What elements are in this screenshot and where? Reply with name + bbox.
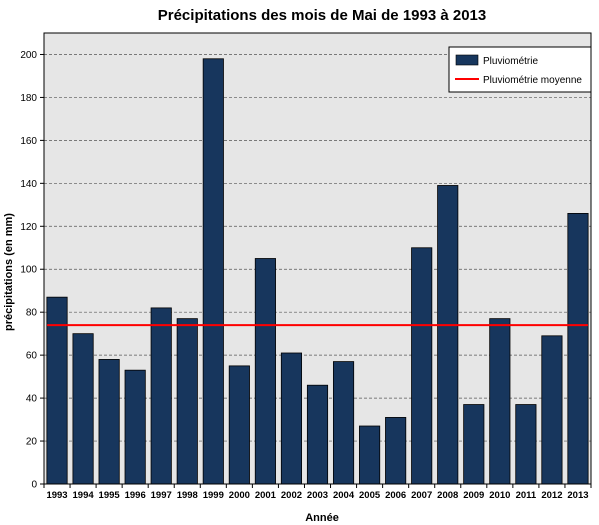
x-tick-label: 2003 — [307, 490, 328, 501]
legend-label-mean: Pluviométrie moyenne — [483, 75, 582, 86]
y-axis-label: précipitations (en mm) — [3, 213, 15, 331]
x-tick-label: 2001 — [255, 490, 277, 501]
x-tick-label: 1998 — [177, 490, 198, 501]
legend-swatch-bar — [455, 54, 479, 66]
y-tick-label: 200 — [20, 50, 37, 61]
x-tick-label: 1996 — [125, 490, 146, 501]
x-tick-label: 2013 — [567, 490, 588, 501]
bar-1999 — [202, 58, 224, 485]
y-tick-label: 20 — [26, 437, 38, 448]
bar-2002 — [280, 352, 303, 485]
x-tick-label: 1999 — [203, 490, 224, 501]
y-tick-label: 160 — [20, 136, 37, 147]
y-tick-label: 140 — [20, 179, 37, 190]
legend-box — [448, 46, 592, 93]
y-tick-label: 100 — [20, 265, 37, 276]
bar-2009 — [463, 404, 485, 485]
x-tick-label: 2005 — [359, 490, 381, 501]
x-tick-label: 2002 — [281, 490, 302, 501]
x-tick-label: 2011 — [516, 490, 537, 501]
legend: Pluviométrie Pluviométrie moyenne — [448, 46, 592, 93]
y-tick-label: 40 — [26, 394, 38, 405]
x-tick-label: 2010 — [489, 490, 510, 501]
x-tick-labels: 1993 1994 1995 1996 1997 1998 1999 2000 2001 2002… — [46, 490, 588, 501]
x-axis-label: Année — [305, 512, 339, 524]
x-tick-label: 2000 — [229, 490, 250, 501]
bar-2008 — [437, 185, 459, 485]
x-tick-label: 1994 — [73, 490, 95, 501]
x-tick-label: 2008 — [437, 490, 458, 501]
bar-2000 — [228, 365, 250, 485]
legend-label-series: Pluviométrie — [483, 56, 538, 67]
bar-2003 — [306, 384, 329, 485]
x-tick-label: 2006 — [385, 490, 406, 501]
y-tick-label: 120 — [20, 222, 37, 233]
chart-title: Précipitations des mois de Mai de 1993 à… — [158, 7, 486, 24]
plot-border — [43, 32, 592, 485]
bars — [46, 58, 589, 485]
y-tick-label: 60 — [26, 351, 38, 362]
bar-2010 — [489, 318, 511, 485]
x-tick-label: 1997 — [151, 490, 172, 501]
x-tick-label: 2004 — [333, 490, 355, 501]
y-tick-label: 180 — [20, 93, 37, 104]
y-tick-label: 0 — [31, 480, 37, 491]
bar-2001 — [254, 258, 276, 485]
bar-1998 — [176, 318, 198, 485]
x-tick-label: 2009 — [463, 490, 484, 501]
y-tick-label: 80 — [26, 308, 38, 319]
bar-2005 — [359, 425, 381, 485]
y-tick-labels: 0 20 40 60 80 100 120 140 160 180 200 — [20, 50, 37, 491]
bar-2012 — [541, 335, 563, 485]
bar-2006 — [385, 417, 407, 485]
x-tick-label: 2012 — [541, 490, 562, 501]
bar-1995 — [98, 359, 120, 485]
bar-1996 — [124, 369, 146, 485]
bar-2007 — [411, 247, 433, 485]
bar-2011 — [515, 404, 537, 485]
bar-1994 — [72, 333, 94, 485]
bar-2004 — [332, 361, 355, 485]
bar-1997 — [150, 307, 172, 485]
x-tick-label: 2007 — [411, 490, 432, 501]
x-tick-label: 1995 — [99, 490, 121, 501]
x-tick-label: 1993 — [46, 490, 67, 501]
axes — [40, 32, 592, 488]
bar-2013 — [567, 212, 589, 485]
